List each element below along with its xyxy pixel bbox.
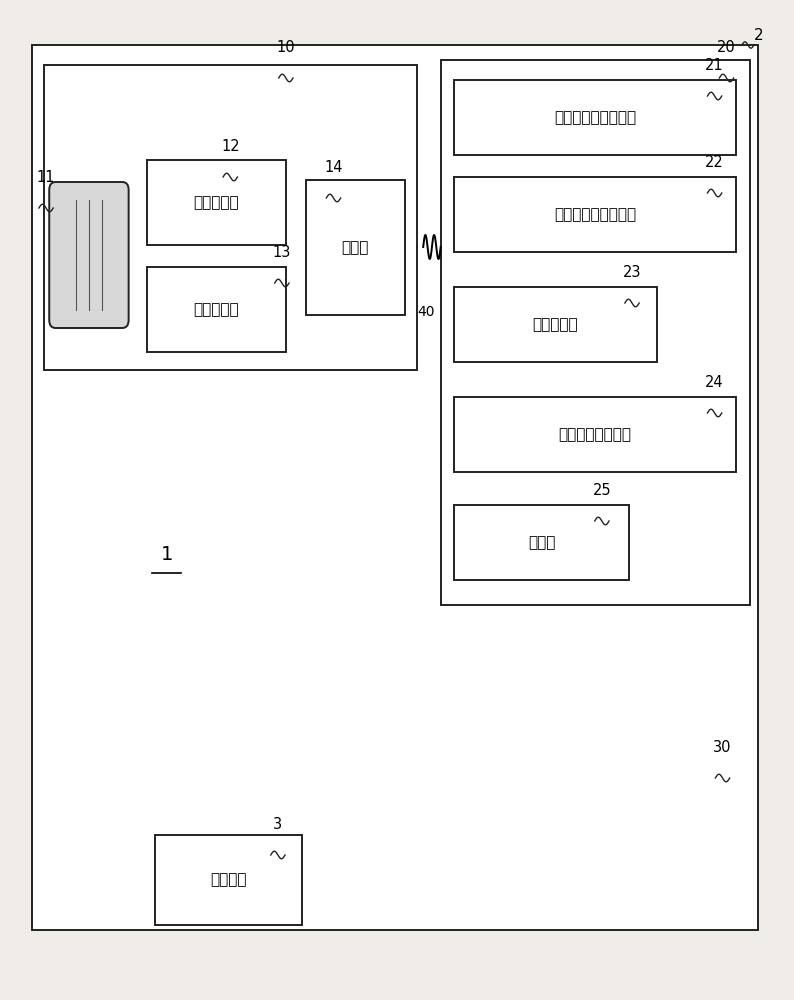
Text: 接收电路部: 接收电路部	[194, 302, 239, 317]
Bar	[454, 287, 657, 362]
Text: 30: 30	[713, 740, 732, 755]
Bar	[454, 80, 736, 155]
Text: 22: 22	[705, 155, 724, 170]
Text: 23: 23	[622, 265, 642, 280]
Bar	[155, 835, 302, 925]
Text: 21: 21	[705, 58, 724, 73]
Text: 2: 2	[754, 27, 763, 42]
Text: 11: 11	[37, 170, 56, 185]
Text: 混响学习部: 混响学习部	[533, 317, 578, 332]
Bar	[454, 397, 736, 472]
Text: 1: 1	[160, 546, 173, 564]
Text: 25: 25	[592, 483, 611, 498]
Bar	[454, 505, 629, 580]
Text: 报告装置: 报告装置	[210, 872, 246, 888]
Text: 近距离物体检知部: 近距离物体检知部	[559, 427, 631, 442]
Bar	[32, 45, 758, 930]
Text: 13: 13	[272, 245, 291, 260]
Text: 24: 24	[705, 375, 724, 390]
FancyBboxPatch shape	[49, 182, 129, 328]
Bar	[441, 60, 750, 605]
Bar	[147, 267, 286, 352]
Text: 10: 10	[276, 40, 295, 55]
Text: 40: 40	[418, 305, 435, 319]
Text: 第一混响延长判断部: 第一混响延长判断部	[554, 110, 636, 125]
Bar	[44, 65, 417, 370]
Text: 存储器: 存储器	[528, 535, 555, 550]
Bar	[306, 180, 405, 315]
Text: 12: 12	[221, 139, 240, 154]
Text: 14: 14	[324, 160, 343, 175]
Text: 第二混响延长判断部: 第二混响延长判断部	[554, 207, 636, 222]
Text: 20: 20	[717, 40, 736, 55]
Text: 发送电路部: 发送电路部	[194, 195, 239, 210]
Bar	[147, 160, 286, 245]
Bar	[454, 177, 736, 252]
Text: 3: 3	[273, 817, 283, 832]
Text: 控制部: 控制部	[341, 240, 369, 255]
